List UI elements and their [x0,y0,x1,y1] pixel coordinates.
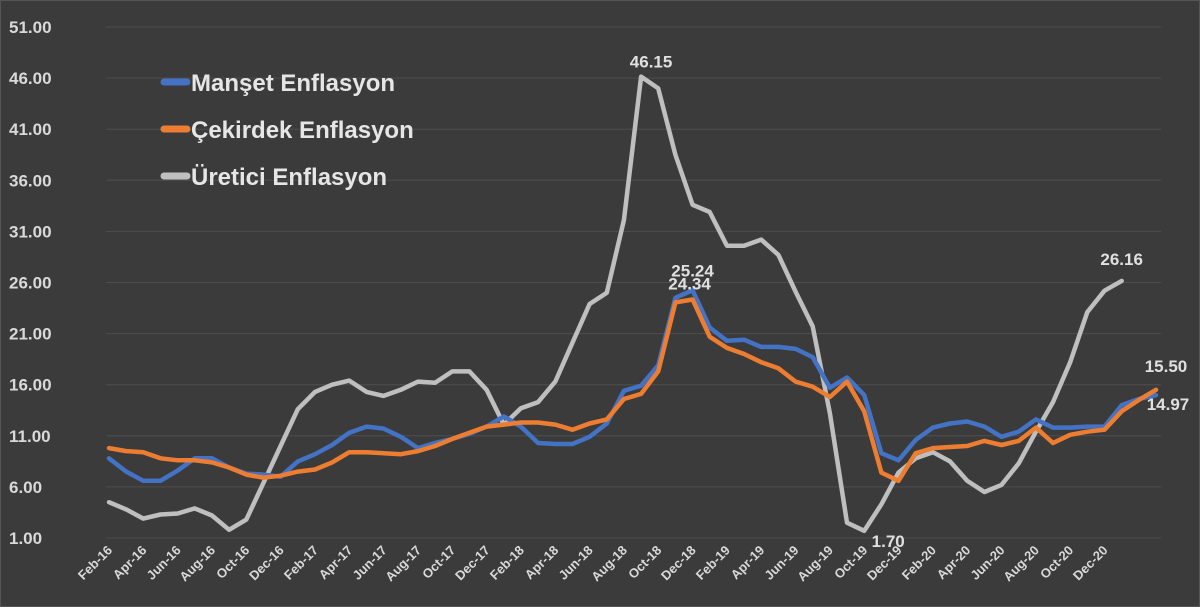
x-tick-label: Aug-20 [1000,543,1042,585]
x-tick-label: Oct-19 [831,543,870,582]
legend: Manşet Enflasyon Çekirdek Enflasyon Üretic… [160,70,414,191]
x-axis-ticks: Feb-16Apr-16Jun-16Aug-16Oct-16Dec-16Feb-… [75,543,1111,585]
y-tick-label: 26.00 [9,274,52,293]
grid-layer [106,26,1161,539]
x-tick-label: Oct-16 [213,543,252,582]
legend-label: Üretici Enflasyon [191,164,387,191]
x-tick-label: Apr-19 [728,543,768,583]
x-tick-label: Aug-17 [382,543,424,585]
series-layer [106,74,1159,534]
y-tick-label: 41.00 [9,120,52,139]
x-tick-label: Jun-17 [350,543,390,583]
y-tick-label: 11.00 [9,427,51,446]
legend-label: Manşet Enflasyon [191,70,395,97]
data-label: 15.50 [1145,357,1188,376]
x-tick-label: Jun-18 [555,543,595,583]
y-axis-ticks: 1.00 6.00 11.00 16.00 21.00 26.00 31.00 36.00 41… [9,18,52,548]
series-line-1 [106,297,1159,484]
series-line-2 [106,74,1124,534]
x-tick-label: Oct-17 [419,543,458,582]
x-tick-label: Feb-17 [281,543,321,583]
y-tick-label: 46.00 [9,69,52,88]
x-tick-label: Dec-16 [246,543,287,584]
x-tick-label: Apr-20 [934,543,974,583]
x-tick-label: Apr-16 [110,543,150,583]
series-line-0 [106,288,1159,484]
x-tick-label: Dec-18 [658,543,699,584]
y-tick-label: 6.00 [9,478,42,497]
y-tick-label: 21.00 [9,325,52,344]
data-label: 24.34 [668,274,711,293]
x-tick-label: Aug-19 [794,543,836,585]
x-tick-label: Oct-18 [625,543,664,582]
data-label: 25.24 [671,261,714,280]
x-tick-label: Feb-18 [487,543,527,583]
y-tick-label: 16.00 [9,376,52,395]
x-tick-label: Oct-20 [1037,543,1076,582]
x-tick-label: Jun-19 [761,543,801,583]
data-label: 46.15 [630,53,673,72]
x-tick-label: Dec-20 [1070,543,1111,584]
legend-label: Çekirdek Enflasyon [191,117,414,144]
x-tick-label: Jun-16 [144,543,184,583]
x-tick-label: Apr-17 [316,543,356,583]
x-tick-label: Jun-20 [967,543,1007,583]
x-tick-label: Feb-20 [899,543,939,583]
data-label: 1.70 [872,532,905,551]
y-tick-label: 1.00 [9,529,42,548]
y-tick-label: 51.00 [9,18,52,37]
x-tick-label: Aug-18 [588,543,630,585]
y-tick-label: 36.00 [9,171,52,190]
x-tick-label: Aug-16 [176,543,218,585]
x-tick-label: Feb-16 [75,543,115,583]
x-tick-label: Apr-18 [522,543,562,583]
x-tick-label: Dec-17 [452,543,493,584]
y-tick-label: 31.00 [9,222,52,241]
x-tick-label: Feb-19 [693,543,733,583]
data-labels: 25.24 14.97 24.34 15.50 46.15 1.70 26.16 [630,53,1189,551]
data-label: 26.16 [1100,250,1143,269]
data-label: 14.97 [1147,395,1190,414]
